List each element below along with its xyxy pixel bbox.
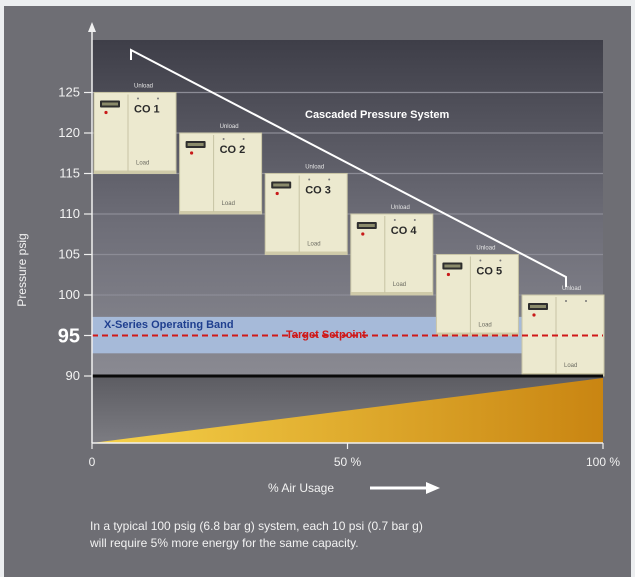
compressor-unload-label: Unload xyxy=(391,205,410,211)
compressor-base xyxy=(265,251,348,255)
controller-screen xyxy=(273,183,290,187)
compressor-unload-label: Unload xyxy=(220,124,239,130)
caption-line-1: In a typical 100 psig (6.8 bar g) system… xyxy=(90,519,423,533)
compressor-load-label: Load xyxy=(222,201,235,207)
y-tick-label: 95 xyxy=(58,326,80,348)
compressor-load-label: Load xyxy=(564,363,577,369)
y-axis-arrow-icon xyxy=(88,22,96,32)
cascade-label: Cascaded Pressure System xyxy=(305,109,450,121)
y-tick-label: 110 xyxy=(59,206,80,221)
caption: In a typical 100 psig (6.8 bar g) system… xyxy=(90,518,610,552)
compressor-name: CO 2 xyxy=(220,144,246,156)
panel-screw-icon xyxy=(393,219,396,221)
compressor-unload-label: Unload xyxy=(476,246,495,252)
y-tick-label: 105 xyxy=(58,247,80,262)
x-axis-label: % Air Usage xyxy=(268,481,334,495)
y-tick-label: 125 xyxy=(58,85,80,100)
controller-screen xyxy=(530,305,546,308)
compressor-base xyxy=(436,332,519,336)
compressor-body xyxy=(179,132,263,215)
compressor-base xyxy=(94,170,176,174)
compressor-name: CO 4 xyxy=(391,225,418,237)
compressor-unload-label: Unload xyxy=(134,84,153,90)
compressor-load-label: Load xyxy=(136,161,149,167)
caption-line-2: will require 5% more energy for the same… xyxy=(90,536,359,550)
compressor-body xyxy=(93,92,177,174)
compressor-name: CO 3 xyxy=(305,185,331,197)
x-tick-label: 0 xyxy=(89,455,96,469)
y-tick-label: 115 xyxy=(59,166,80,181)
compressor-unit: Load Unload xyxy=(521,286,605,377)
compressor-base xyxy=(179,211,262,214)
panel-screw-icon xyxy=(479,259,482,262)
status-light-icon xyxy=(190,151,194,155)
panel-screw-icon xyxy=(413,219,416,221)
compressor-unit: CO 1 Load Unload xyxy=(93,84,177,174)
panel-screw-icon xyxy=(328,178,331,181)
compressor-unit: CO 3 Load Unload xyxy=(264,165,348,255)
compressor-name: CO 5 xyxy=(476,266,502,278)
compressor-name: CO 1 xyxy=(134,104,160,116)
y-axis-label: Pressure psig xyxy=(15,233,29,306)
cascade-line xyxy=(130,48,567,287)
controller-screen xyxy=(444,264,461,268)
panel-screw-icon xyxy=(585,300,587,302)
status-light-icon xyxy=(104,110,108,115)
compressor-unit: CO 5 Load Unload xyxy=(435,246,519,336)
y-tick-labels: 90 95 100 105 110 115 120 125 xyxy=(58,85,92,383)
status-light-icon xyxy=(446,272,450,277)
controller-screen xyxy=(358,224,375,227)
target-setpoint-label: Target Setpoint xyxy=(286,329,366,341)
compressor-base xyxy=(350,292,433,295)
energy-wedge xyxy=(92,378,603,443)
compressor-unit: CO 4 Load Unload xyxy=(350,205,434,296)
controller-screen xyxy=(187,143,204,146)
y-tick-label: 90 xyxy=(66,368,80,383)
operating-band-label: X-Series Operating Band xyxy=(104,319,234,331)
y-tick-label: 120 xyxy=(58,125,80,140)
compressor-load-label: Load xyxy=(307,242,320,248)
compressor-unload-label: Unload xyxy=(562,286,581,292)
controller-screen xyxy=(102,102,118,106)
panel-screw-icon xyxy=(308,178,311,181)
compressor-unload-label: Unload xyxy=(305,165,324,171)
panel-screw-icon xyxy=(565,300,567,302)
panel-screw-icon xyxy=(157,97,159,100)
panel-screw-icon xyxy=(222,138,225,140)
x-axis-label-arrow-icon xyxy=(370,482,440,494)
status-light-icon xyxy=(361,232,365,236)
compressor-unit: CO 2 Load Unload xyxy=(179,124,263,215)
y-tick-label: 100 xyxy=(58,287,80,302)
x-tick-label: 100 % xyxy=(586,455,620,469)
x-tick-labels: 0 50 % 100 % xyxy=(89,443,620,469)
x-tick-label: 50 % xyxy=(334,455,362,469)
status-light-icon xyxy=(275,191,279,196)
panel-screw-icon xyxy=(137,97,139,100)
status-light-icon xyxy=(532,313,536,317)
panel-screw-icon xyxy=(242,138,245,140)
compressor-load-label: Load xyxy=(478,323,491,329)
panel-screw-icon xyxy=(499,259,502,262)
compressor-load-label: Load xyxy=(393,282,406,288)
